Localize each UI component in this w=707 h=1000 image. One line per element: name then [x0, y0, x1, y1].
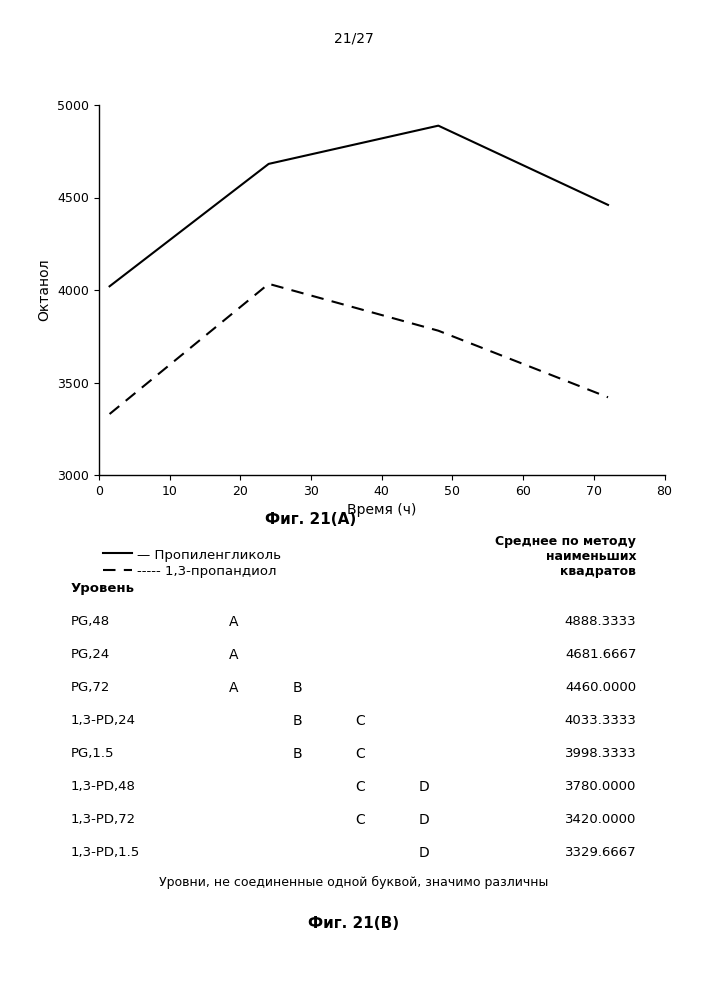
Text: 1,3-PD,48: 1,3-PD,48 [71, 780, 136, 793]
Text: 1,3-PD,1.5: 1,3-PD,1.5 [71, 846, 140, 859]
Text: B: B [292, 714, 302, 728]
Text: B: B [292, 681, 302, 695]
Text: D: D [419, 813, 430, 827]
Text: 1,3-PD,24: 1,3-PD,24 [71, 714, 136, 727]
Text: PG,72: PG,72 [71, 681, 110, 694]
Text: 3329.6667: 3329.6667 [565, 846, 636, 859]
Text: A: A [228, 648, 238, 662]
Text: 21/27: 21/27 [334, 32, 373, 46]
Text: наименьших: наименьших [546, 550, 636, 563]
Text: Среднее по методу: Среднее по методу [496, 535, 636, 548]
Text: PG,24: PG,24 [71, 648, 110, 661]
Text: B: B [292, 747, 302, 761]
Text: C: C [356, 747, 366, 761]
Text: D: D [419, 846, 430, 860]
Text: квадратов: квадратов [561, 565, 636, 578]
Text: 4033.3333: 4033.3333 [564, 714, 636, 727]
Text: A: A [228, 681, 238, 695]
Text: C: C [356, 780, 366, 794]
Text: D: D [419, 780, 430, 794]
Text: PG,48: PG,48 [71, 615, 110, 628]
Text: A: A [228, 615, 238, 629]
Text: Уровень: Уровень [71, 582, 135, 595]
Text: 3998.3333: 3998.3333 [565, 747, 636, 760]
Text: 4460.0000: 4460.0000 [565, 681, 636, 694]
Text: 3780.0000: 3780.0000 [565, 780, 636, 793]
Text: Фиг. 21(B): Фиг. 21(B) [308, 916, 399, 931]
Text: C: C [356, 714, 366, 728]
Legend: — Пропиленгликоль, ----- 1,3-пропандиол: — Пропиленгликоль, ----- 1,3-пропандиол [103, 548, 281, 578]
Text: 4681.6667: 4681.6667 [565, 648, 636, 661]
Text: 4888.3333: 4888.3333 [565, 615, 636, 628]
Y-axis label: Октанол: Октанол [37, 259, 52, 321]
Text: Уровни, не соединенные одной буквой, значимо различны: Уровни, не соединенные одной буквой, зна… [159, 876, 548, 889]
Text: 3420.0000: 3420.0000 [565, 813, 636, 826]
Text: C: C [356, 813, 366, 827]
Text: Фиг. 21(А): Фиг. 21(А) [265, 512, 357, 527]
Text: 1,3-PD,72: 1,3-PD,72 [71, 813, 136, 826]
Text: PG,1.5: PG,1.5 [71, 747, 115, 760]
X-axis label: Время (ч): Время (ч) [347, 503, 416, 517]
